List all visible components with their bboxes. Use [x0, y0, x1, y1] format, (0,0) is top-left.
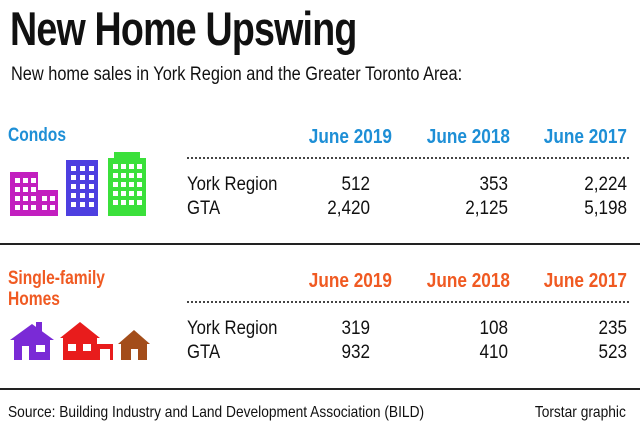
- column-header-june-2017: June 2017: [543, 126, 627, 148]
- section-divider: [0, 243, 640, 245]
- building-window: [42, 196, 47, 201]
- building-window: [71, 166, 76, 171]
- building-window: [71, 184, 76, 189]
- row-label-york-region: York Region: [187, 318, 278, 339]
- building-window: [129, 173, 134, 178]
- single-family-section-label: Single-family: [8, 268, 105, 289]
- building-window: [137, 200, 142, 205]
- table-cell: 319: [341, 318, 370, 339]
- condo-icons: [10, 152, 146, 216]
- building-window: [50, 196, 55, 201]
- table-cell: 5,198: [584, 198, 627, 219]
- building-window: [15, 187, 20, 192]
- page-title: New Home Upswing: [10, 2, 357, 55]
- building-window: [80, 202, 85, 207]
- building-window: [71, 193, 76, 198]
- dotted-separator: [187, 301, 629, 303]
- building-window: [113, 191, 118, 196]
- table-cell: 353: [479, 174, 508, 195]
- building-window: [121, 173, 126, 178]
- building-window: [71, 175, 76, 180]
- footer-divider: [0, 388, 640, 390]
- building-window: [137, 191, 142, 196]
- building-window: [31, 187, 36, 192]
- building-window: [15, 196, 20, 201]
- building-window: [137, 164, 142, 169]
- building-window: [71, 202, 76, 207]
- building-window: [113, 200, 118, 205]
- house-icon: [60, 322, 113, 360]
- building-window: [23, 205, 28, 210]
- column-header-june-2018: June 2018: [426, 126, 510, 148]
- building-window: [80, 184, 85, 189]
- building-window: [89, 184, 94, 189]
- dotted-separator: [187, 157, 629, 159]
- credit-note: Torstar graphic: [534, 404, 626, 421]
- building-window: [137, 173, 142, 178]
- building-window: [80, 166, 85, 171]
- building-window: [113, 173, 118, 178]
- building-window: [15, 178, 20, 183]
- house-icons: [10, 322, 150, 360]
- table-cell: 932: [341, 342, 370, 363]
- table-cell: 512: [341, 174, 370, 195]
- building-window: [113, 164, 118, 169]
- building-window: [31, 196, 36, 201]
- building-window: [121, 182, 126, 187]
- building-window: [50, 205, 55, 210]
- building-window: [89, 175, 94, 180]
- building-window: [23, 196, 28, 201]
- column-header-june-2019: June 2019: [308, 126, 392, 148]
- row-label-gta: GTA: [187, 342, 221, 363]
- table-cell: 2,224: [584, 174, 627, 195]
- condos-section-label: Condos: [8, 125, 66, 146]
- building-window: [31, 205, 36, 210]
- table-cell: 2,125: [465, 198, 508, 219]
- building-window: [113, 182, 118, 187]
- building-window: [89, 202, 94, 207]
- single-family-section-label-line2: Homes: [8, 289, 60, 310]
- column-header-june-2019: June 2019: [308, 270, 392, 292]
- building-window: [31, 178, 36, 183]
- building-window: [89, 166, 94, 171]
- table-cell: 410: [479, 342, 508, 363]
- building-window: [80, 193, 85, 198]
- building-window: [121, 191, 126, 196]
- building-window: [15, 205, 20, 210]
- building-window: [42, 205, 47, 210]
- building-window: [23, 178, 28, 183]
- building-window: [129, 164, 134, 169]
- house-icon: [10, 322, 54, 360]
- building-window: [129, 200, 134, 205]
- table-cell: 2,420: [327, 198, 370, 219]
- column-header-june-2017: June 2017: [543, 270, 627, 292]
- table-cell: 235: [598, 318, 627, 339]
- building-window: [129, 182, 134, 187]
- row-label-york-region: York Region: [187, 174, 278, 195]
- building-window: [137, 182, 142, 187]
- table-cell: 108: [479, 318, 508, 339]
- building-window: [129, 191, 134, 196]
- building-window: [23, 187, 28, 192]
- building-window: [121, 164, 126, 169]
- building-window: [121, 200, 126, 205]
- building-window: [80, 175, 85, 180]
- subtitle: New home sales in York Region and the Gr…: [11, 64, 463, 85]
- table-cell: 523: [598, 342, 627, 363]
- source-note: Source: Building Industry and Land Devel…: [8, 404, 425, 421]
- row-label-gta: GTA: [187, 198, 221, 219]
- building-window: [89, 193, 94, 198]
- column-header-june-2018: June 2018: [426, 270, 510, 292]
- house-icon: [118, 330, 150, 360]
